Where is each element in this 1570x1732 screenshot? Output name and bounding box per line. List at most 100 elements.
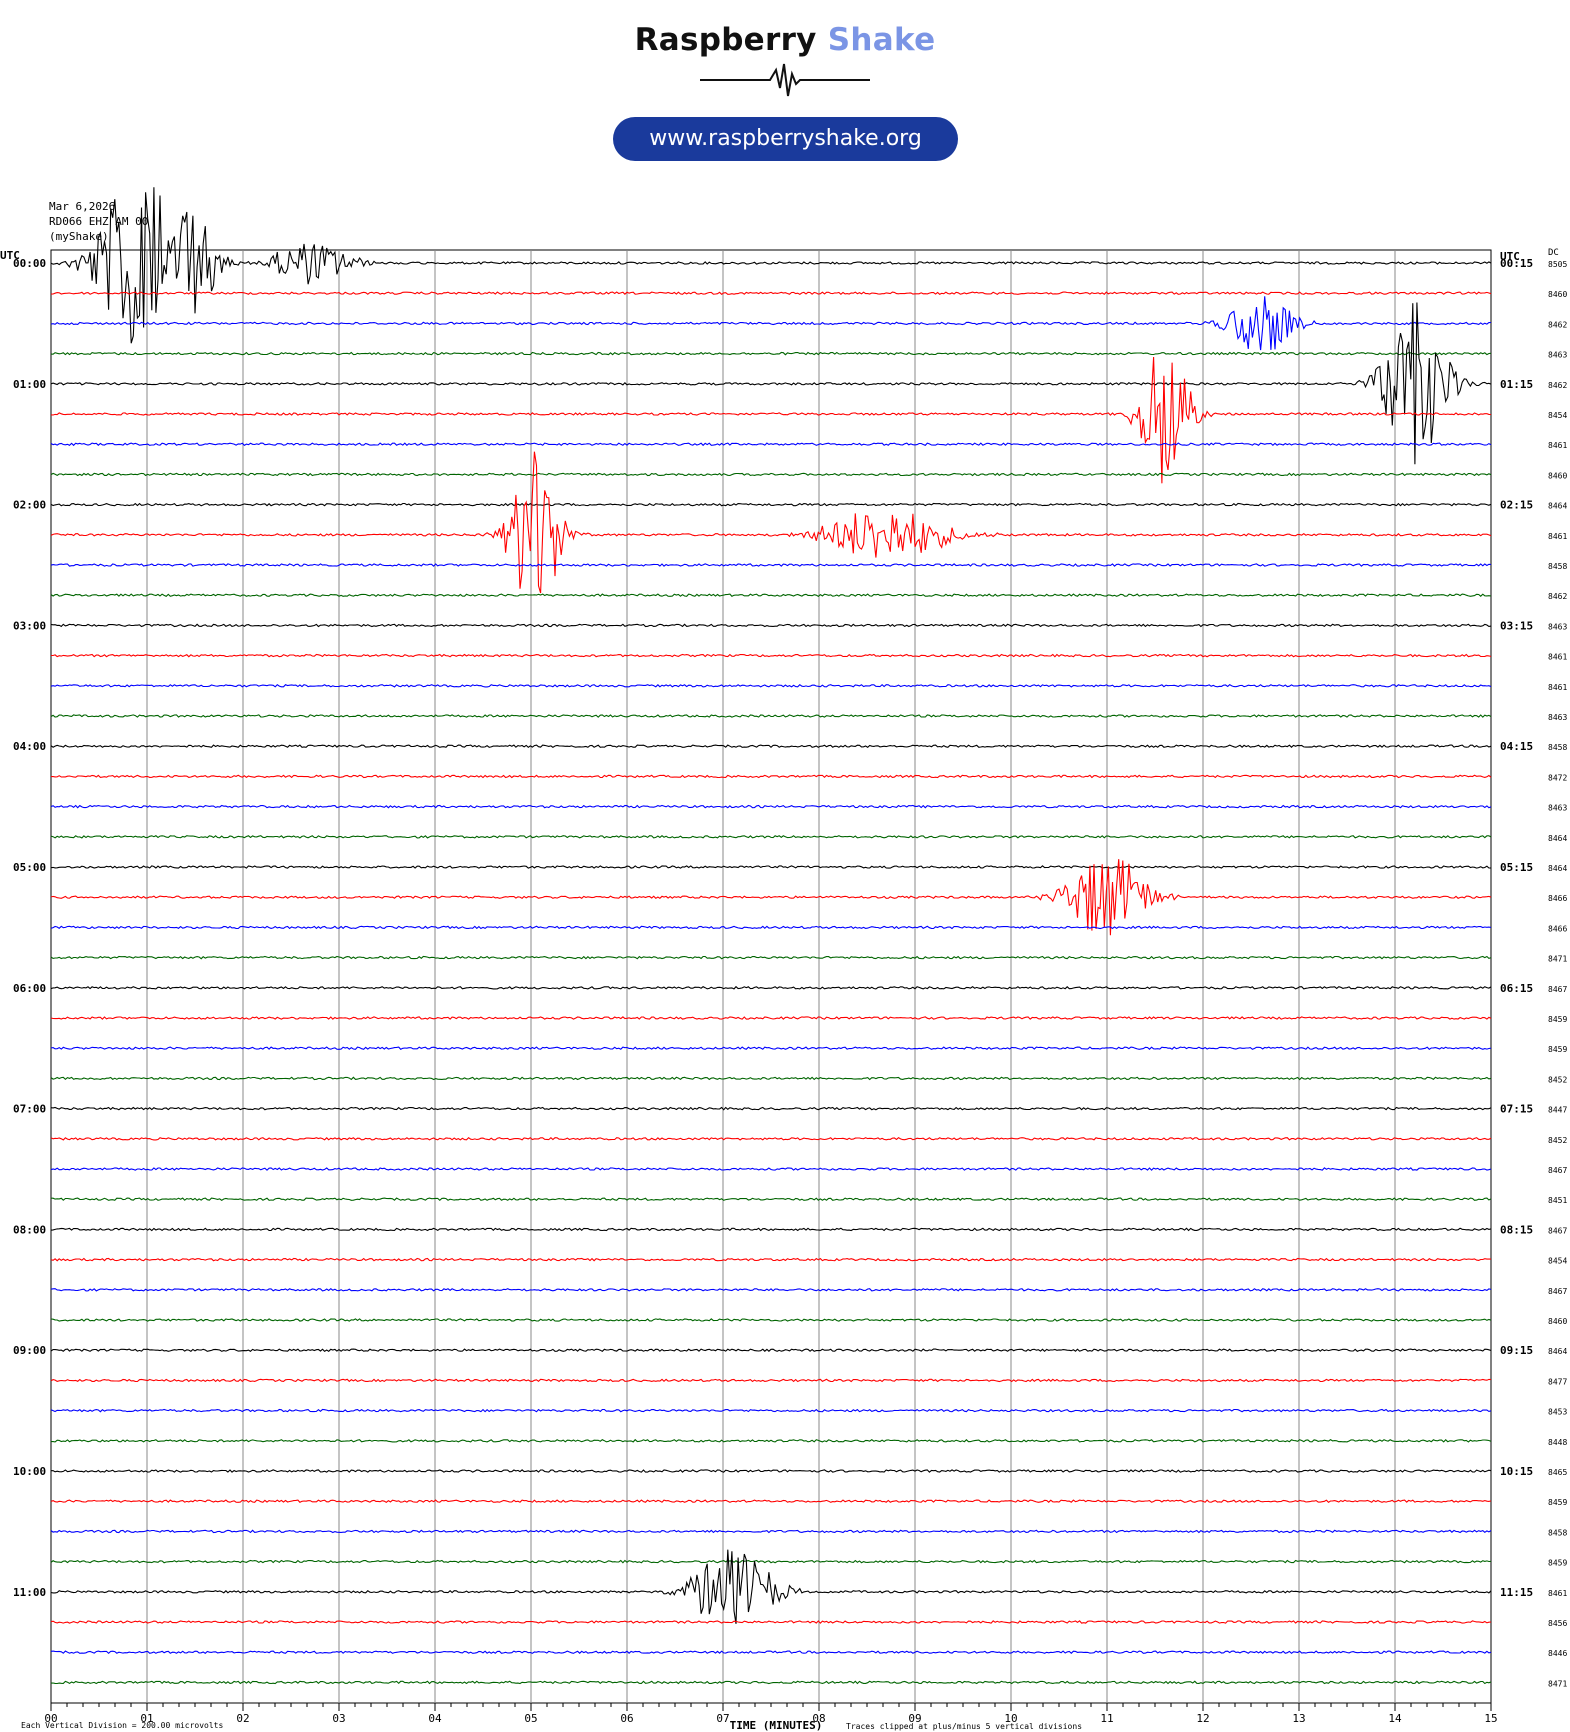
dc-value: 8466 (1548, 894, 1567, 903)
brand-name-raspberry: Raspberry (634, 22, 817, 58)
app-name: (myShake) (49, 230, 109, 243)
left-time-label: 08:00 (13, 1223, 46, 1236)
trace-row-6 (50, 442, 1492, 447)
dc-value: 8462 (1548, 592, 1567, 601)
trace-row-1 (50, 291, 1492, 296)
x-tick-label: 10 (1004, 1712, 1017, 1725)
trace-row-20 (50, 865, 1491, 869)
dc-value: 8466 (1548, 924, 1567, 933)
dc-value: 8463 (1548, 622, 1567, 631)
trace-row-45 (50, 1620, 1492, 1624)
dc-value: 8464 (1548, 1347, 1567, 1356)
dc-value: 8447 (1548, 1106, 1567, 1115)
dc-value: 8463 (1548, 713, 1567, 722)
right-time-label: 01:15 (1500, 378, 1533, 391)
trace-row-30 (50, 1167, 1492, 1171)
trace-row-22 (50, 925, 1492, 930)
right-time-label: 09:15 (1500, 1344, 1533, 1357)
dc-value: 8461 (1548, 441, 1567, 450)
x-tick-label: 13 (1292, 1712, 1305, 1725)
trace-row-33 (50, 1257, 1492, 1262)
dc-value: 8458 (1548, 562, 1567, 571)
dc-value: 8462 (1548, 320, 1567, 329)
left-time-label: 05:00 (13, 861, 46, 874)
dc-value: 8467 (1548, 1166, 1567, 1175)
left-time-label: 04:00 (13, 740, 46, 753)
dc-value: 8464 (1548, 864, 1567, 873)
dc-value: 8477 (1548, 1377, 1567, 1386)
left-time-label: 10:00 (13, 1465, 46, 1478)
left-time-label: 07:00 (13, 1103, 46, 1116)
trace-row-15 (50, 714, 1492, 718)
right-time-label: 05:15 (1500, 861, 1533, 874)
x-tick-label: 00 (44, 1712, 57, 1725)
trace-row-23 (50, 955, 1492, 960)
footer-clip-note: Traces clipped at plus/minus 5 vertical … (846, 1722, 1082, 1731)
trace-row-35 (50, 1318, 1492, 1322)
dc-value: 8472 (1548, 773, 1567, 782)
trace-row-46 (50, 1650, 1492, 1655)
trace-row-9 (50, 451, 1492, 594)
dc-value: 8463 (1548, 351, 1567, 360)
dc-value: 8464 (1548, 834, 1567, 843)
right-time-label: 07:15 (1500, 1103, 1533, 1116)
x-tick-label: 07 (716, 1712, 729, 1725)
right-time-label: 06:15 (1500, 982, 1533, 995)
dc-value: 8461 (1548, 1589, 1567, 1598)
trace-row-26 (50, 1046, 1492, 1051)
dc-value: 8451 (1548, 1196, 1567, 1205)
left-time-label: 01:00 (13, 378, 46, 391)
x-tick-label: 15 (1484, 1712, 1497, 1725)
trace-row-13 (51, 653, 1492, 658)
trace-row-17 (51, 774, 1492, 779)
dc-value: 8452 (1548, 1136, 1567, 1145)
left-time-label: 02:00 (13, 499, 46, 512)
dc-value: 8446 (1548, 1649, 1567, 1658)
trace-row-27 (50, 1076, 1492, 1081)
dc-value: 8456 (1548, 1619, 1567, 1628)
dc-value: 8471 (1548, 955, 1567, 964)
trace-row-7 (50, 472, 1492, 477)
right-utc-label: UTC (1500, 250, 1520, 263)
x-tick-label: 03 (332, 1712, 345, 1725)
dc-value: 8459 (1548, 1045, 1567, 1054)
dc-label: DC (1548, 248, 1559, 258)
trace-row-10 (50, 563, 1492, 567)
right-time-label: 00:15 (1500, 257, 1533, 270)
right-time-label: 04:15 (1500, 740, 1533, 753)
trace-row-28 (50, 1106, 1492, 1111)
dc-value: 8462 (1548, 381, 1567, 390)
brand-name-shake: Shake (827, 22, 936, 58)
x-tick-label: 02 (236, 1712, 249, 1725)
trace-row-4 (50, 302, 1492, 465)
dc-value: 8448 (1548, 1438, 1567, 1447)
trace-row-19 (50, 835, 1492, 839)
dc-value: 8467 (1548, 1287, 1567, 1296)
x-tick-label: 09 (908, 1712, 921, 1725)
website-link[interactable]: www.raspberryshake.org (613, 117, 958, 161)
trace-row-2 (50, 296, 1492, 351)
right-time-label: 03:15 (1500, 619, 1533, 632)
seismic-wave-logo-icon (700, 63, 870, 97)
trace-row-31 (51, 1197, 1492, 1202)
dc-value: 8458 (1548, 1528, 1567, 1537)
trace-row-0 (50, 187, 1492, 344)
trace-row-16 (50, 744, 1492, 749)
trace-row-36 (50, 1348, 1492, 1353)
footer-scale-note: Each Vertical Division = 200.00 microvol… (21, 1721, 223, 1730)
trace-row-12 (50, 623, 1492, 628)
dc-value: 8463 (1548, 804, 1567, 813)
trace-row-11 (50, 593, 1492, 597)
dc-value: 8471 (1548, 1679, 1567, 1688)
dc-value: 8453 (1548, 1408, 1567, 1417)
dc-value: 8461 (1548, 532, 1567, 541)
x-tick-label: 06 (620, 1712, 633, 1725)
trace-row-44 (50, 1549, 1492, 1624)
trace-row-3 (50, 351, 1492, 356)
x-tick-label: 14 (1388, 1712, 1402, 1725)
x-tick-label: 04 (428, 1712, 442, 1725)
trace-row-18 (50, 804, 1492, 809)
dc-value: 8454 (1548, 411, 1567, 420)
dc-value: 8458 (1548, 743, 1567, 752)
trace-row-21 (50, 859, 1492, 936)
